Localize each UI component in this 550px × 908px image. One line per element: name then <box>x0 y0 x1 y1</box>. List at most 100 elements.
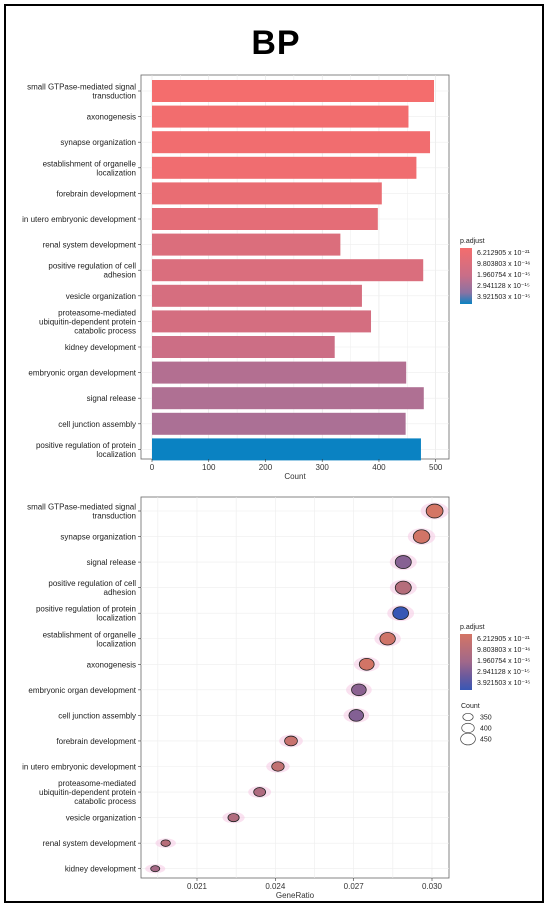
bar <box>152 284 362 307</box>
size-legend-circle <box>462 712 474 722</box>
dot-category-label-line: kidney development <box>65 865 137 874</box>
size-legend-label: 450 <box>480 737 492 744</box>
bar-category-label-line: transduction <box>92 92 136 101</box>
bar-category-label-line: embryonic organ development <box>28 369 136 378</box>
dot-category-label-line: localization <box>96 639 136 648</box>
bar <box>152 361 407 384</box>
dot-category-label-line: synapse organization <box>60 533 136 542</box>
bar <box>152 80 434 102</box>
dot-point <box>394 580 412 595</box>
bar <box>152 438 421 461</box>
dot-category-label-line: signal release <box>87 558 137 567</box>
bar-category-label-line: positive regulation of cell <box>48 262 136 271</box>
dot-category-label-line: forebrain development <box>56 737 136 746</box>
bar-legend-label: 9.803803 x 10⁻¹⁶ <box>477 261 530 268</box>
bar <box>152 105 409 128</box>
dot-category-label-line: adhesion <box>104 588 136 597</box>
dot-category-label-line: transduction <box>92 512 136 521</box>
dot-category-label-line: renal system development <box>43 839 137 848</box>
dot-category-label-line: small GTPase-mediated signal <box>27 503 136 512</box>
bar-xaxis-title: Count <box>284 472 306 481</box>
dot-category-label-line: ubiquitin-dependent protein <box>39 788 136 797</box>
dot-legend-title: p.adjust <box>460 624 485 631</box>
dot-category-label-line: vesicle organization <box>66 814 136 823</box>
bar-category-label-line: localization <box>96 450 136 459</box>
bar-category-label-line: synapse organization <box>60 138 136 147</box>
size-legend-circle <box>460 732 476 746</box>
bar-category-label-line: signal release <box>87 394 137 403</box>
bar <box>152 156 417 179</box>
bar-xtick-label: 300 <box>316 463 330 472</box>
bar-xtick-label: 500 <box>429 463 443 472</box>
bar-category-label-line: renal system development <box>43 241 137 250</box>
dot-point <box>425 503 444 519</box>
dot-point <box>253 787 267 797</box>
dot-category-label-line: cell junction assembly <box>58 711 136 720</box>
bar-category-label-line: catabolic process <box>74 326 136 335</box>
bar <box>152 412 406 435</box>
dot-category-label-line: proteasome-mediated <box>58 779 136 788</box>
bar-category-label-line: proteasome-mediated <box>58 308 136 317</box>
bar <box>152 259 424 282</box>
bar <box>152 131 431 154</box>
page-title: BP <box>251 24 301 62</box>
size-legend-circle <box>461 722 475 734</box>
bar <box>152 182 382 205</box>
dot-point <box>271 761 285 772</box>
dot-point <box>351 683 367 697</box>
dot-point <box>150 865 161 873</box>
bar-category-label-line: localization <box>96 168 136 177</box>
bar-category-label-line: small GTPase-mediated signal <box>27 83 136 92</box>
bar-legend-label: 6.212905 x 10⁻²¹ <box>477 250 530 257</box>
bar <box>152 387 424 410</box>
dot-legend-label: 2.941128 x 10⁻¹⁵ <box>477 669 530 676</box>
dot-point <box>394 555 412 570</box>
dot-legend-label: 6.212905 x 10⁻²¹ <box>477 636 530 643</box>
size-legend-label: 400 <box>480 726 492 733</box>
bar-category-label-line: vesicle organization <box>66 292 136 301</box>
bar-category-label-line: forebrain development <box>56 189 136 198</box>
bar <box>152 233 341 256</box>
size-legend-title: Count <box>461 703 480 710</box>
dot-category-label-line: establishment of organelle <box>43 630 137 639</box>
bar-xtick-label: 200 <box>259 463 273 472</box>
bar-legend-label: 3.921503 x 10⁻¹⁵ <box>477 294 530 301</box>
bar-colorbar <box>460 248 472 304</box>
bar <box>152 336 335 358</box>
bar-xtick-label: 0 <box>150 463 155 472</box>
bar <box>152 310 372 333</box>
bar-legend-title: p.adjust <box>460 238 485 245</box>
dot-category-label-line: in utero embryonic development <box>22 763 137 772</box>
bar <box>152 208 378 230</box>
bar-category-label-line: kidney development <box>65 343 137 352</box>
dot-legend-label: 1.960754 x 10⁻¹⁵ <box>477 658 530 665</box>
dot-category-label-line: embryonic organ development <box>28 686 136 695</box>
dot-xtick-label: 0.027 <box>344 882 365 891</box>
dot-category-label-line: catabolic process <box>74 797 136 806</box>
bar-xtick-label: 100 <box>202 463 216 472</box>
dot-xtick-label: 0.021 <box>187 882 208 891</box>
dot-point <box>348 709 364 722</box>
dot-category-label-line: axonogenesis <box>87 660 136 669</box>
dot-xtick-label: 0.024 <box>265 882 286 891</box>
dot-legend-label: 9.803803 x 10⁻¹⁶ <box>477 647 530 654</box>
dot-point <box>227 813 240 823</box>
dot-colorbar <box>460 634 472 690</box>
bar-category-label-line: adhesion <box>104 271 136 280</box>
bar-legend-label: 1.960754 x 10⁻¹⁵ <box>477 272 530 279</box>
dot-category-label-line: positive regulation of cell <box>48 579 136 588</box>
size-legend-label: 350 <box>480 715 492 722</box>
dot-point <box>284 735 298 747</box>
bar-xtick-label: 400 <box>372 463 386 472</box>
bar-category-label-line: ubiquitin-dependent protein <box>39 317 136 326</box>
dot-category-label-line: positive regulation of protein <box>36 605 136 614</box>
bar-legend-label: 2.941128 x 10⁻¹⁵ <box>477 283 530 290</box>
dot-point <box>358 657 375 671</box>
dot-point <box>392 606 409 621</box>
bar-category-label-line: in utero embryonic development <box>22 215 137 224</box>
dot-xtick-label: 0.030 <box>422 882 443 891</box>
bar-category-label-line: cell junction assembly <box>58 420 136 429</box>
dot-category-label-line: localization <box>96 614 136 623</box>
dot-point <box>160 839 171 847</box>
